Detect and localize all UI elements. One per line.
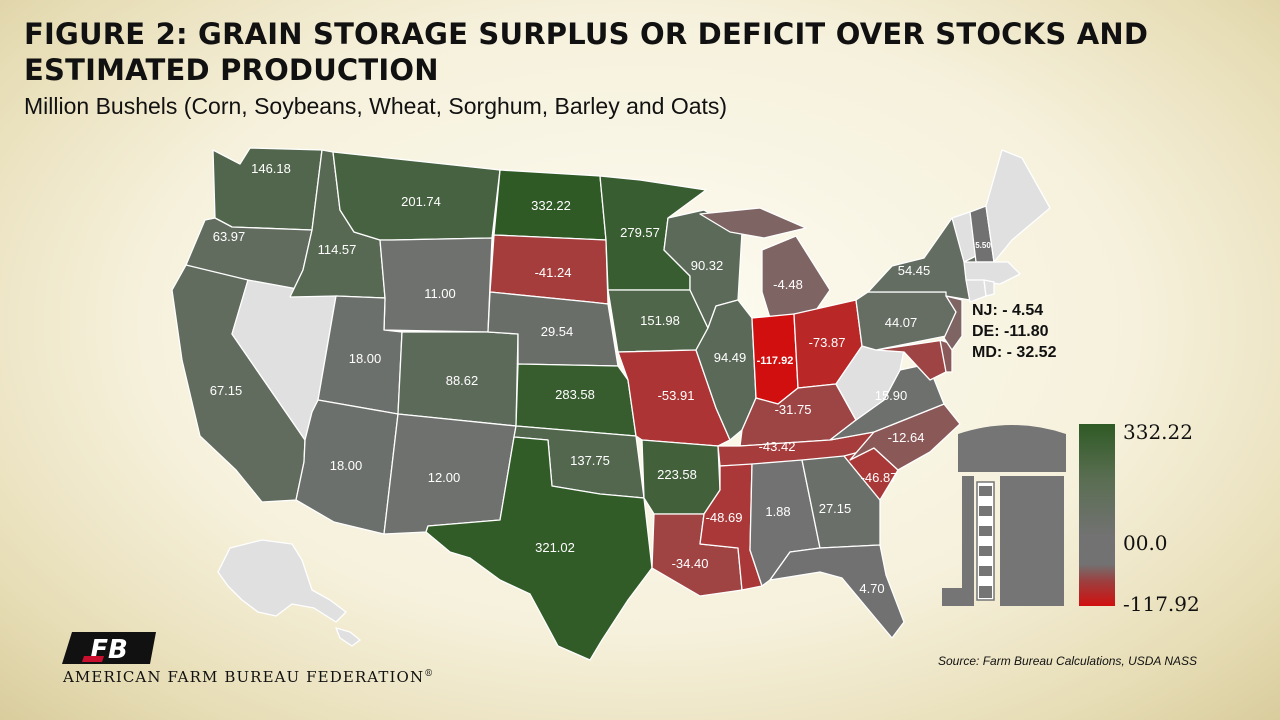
label-wa: 146.18 — [251, 161, 291, 176]
label-wi: 90.32 — [691, 258, 724, 273]
small-state-notes: NJ: - 4.54 DE: -11.80 MD: - 32.52 — [972, 300, 1056, 363]
label-ar: 223.58 — [657, 467, 697, 482]
label-tn: -43.42 — [759, 439, 796, 454]
label-pa: 44.07 — [885, 315, 918, 330]
label-mt: 201.74 — [401, 194, 441, 209]
legend-color-scale — [1079, 424, 1115, 606]
state-md — [875, 339, 947, 381]
state-me — [985, 149, 1051, 263]
state-ak — [217, 539, 347, 623]
note-md: MD: - 32.52 — [972, 344, 1057, 361]
state-ga — [801, 455, 881, 549]
state-ct — [965, 279, 987, 303]
label-ga: 27.15 — [819, 501, 852, 516]
state-wy — [379, 237, 493, 333]
label-sc: -46.87 — [861, 470, 898, 485]
label-ut: 18.00 — [349, 351, 382, 366]
state-ma — [963, 261, 1021, 285]
legend-max-label: 332.22 — [1123, 420, 1193, 444]
label-sd: -41.24 — [535, 265, 572, 280]
label-mo: -53.91 — [658, 388, 695, 403]
registered-mark: ® — [424, 669, 435, 679]
note-nj: NJ: - 4.54 — [972, 302, 1044, 319]
state-ri — [983, 279, 995, 297]
label-fl: 4.70 — [859, 581, 884, 596]
label-nc: -12.64 — [888, 430, 925, 445]
state-nj — [943, 295, 963, 351]
label-nd: 332.22 — [531, 198, 571, 213]
label-ca: 67.15 — [210, 383, 243, 398]
label-ny: 54.45 — [898, 263, 931, 278]
legend-mid-label: 00.0 — [1123, 531, 1168, 555]
label-ok: 137.75 — [570, 453, 610, 468]
label-va: 15.90 — [875, 388, 908, 403]
label-il: 94.49 — [714, 350, 747, 365]
label-la: -34.40 — [672, 556, 709, 571]
label-nm: 12.00 — [428, 470, 461, 485]
fb-logo: FB — [60, 628, 160, 673]
label-mi: -4.48 — [773, 277, 803, 292]
label-co: 88.62 — [446, 373, 479, 388]
source-note: Source: Farm Bureau Calculations, USDA N… — [938, 654, 1197, 668]
organization-name-text: AMERICAN FARM BUREAU FEDERATION — [63, 668, 425, 686]
label-in: -117.92 — [757, 355, 794, 367]
state-tx — [425, 436, 653, 661]
label-ms: -48.69 — [706, 510, 743, 525]
label-ks: 283.58 — [555, 387, 595, 402]
label-az: 18.00 — [330, 458, 363, 473]
label-or: 63.97 — [213, 229, 246, 244]
label-ia: 151.98 — [640, 313, 680, 328]
label-mn: 279.57 — [620, 225, 660, 240]
label-ne: 29.54 — [541, 324, 574, 339]
legend-min-label: -117.92 — [1123, 592, 1200, 616]
label-id: 114.57 — [318, 242, 357, 257]
label-oh: -73.87 — [809, 335, 846, 350]
label-nh: 5.50 — [975, 241, 991, 250]
label-al: 1.88 — [765, 504, 790, 519]
state-fl — [769, 544, 905, 639]
grain-silo-icon — [942, 425, 1066, 606]
label-ky: -31.75 — [775, 402, 812, 417]
state-hi — [335, 627, 361, 647]
figure-title: FIGURE 2: GRAIN STORAGE SURPLUS OR DEFIC… — [24, 17, 1149, 87]
figure-subtitle: Million Bushels (Corn, Soybeans, Wheat, … — [24, 93, 728, 119]
label-wy: 11.00 — [424, 286, 456, 301]
organization-name: AMERICAN FARM BUREAU FEDERATION® — [63, 668, 434, 686]
label-tx: 321.02 — [535, 540, 575, 555]
note-de: DE: -11.80 — [972, 323, 1049, 340]
